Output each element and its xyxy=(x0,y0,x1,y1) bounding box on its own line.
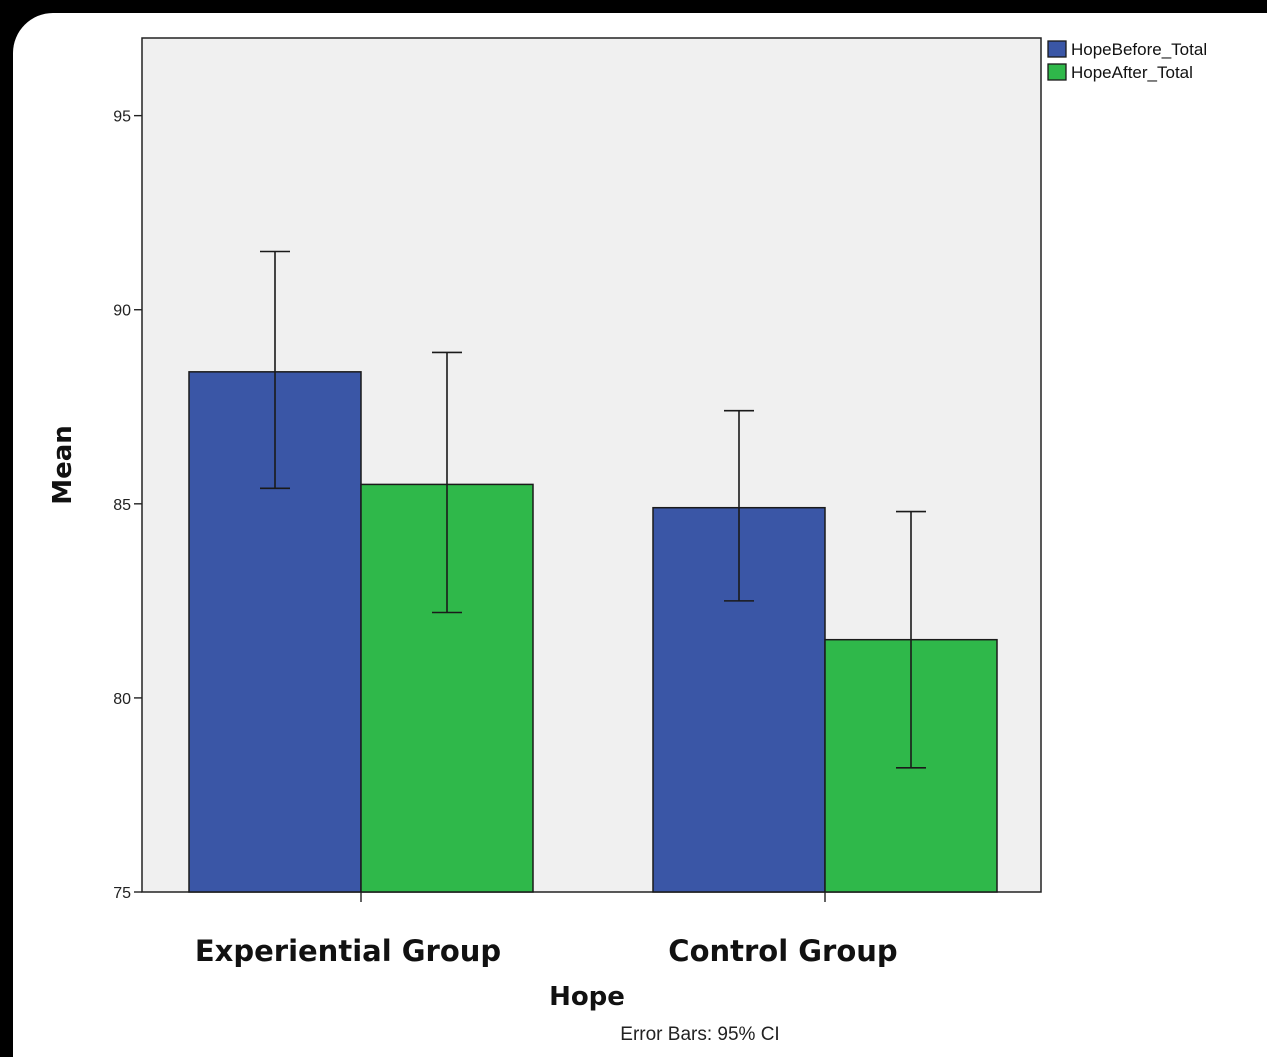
error-bars-layer xyxy=(260,250,926,769)
x-category-label-0: Experiential Group xyxy=(195,934,501,968)
y-tick-label-95: 95 xyxy=(113,109,131,126)
chart-frame: 75 80 85 90 95 Experiential Group Control Gro… xyxy=(13,13,1267,1057)
y-tick-label-85: 85 xyxy=(113,497,131,514)
y-tick-label-80: 80 xyxy=(113,691,131,708)
bar-chart: 75 80 85 90 95 Experiential Group Control Gro… xyxy=(48,37,1207,1045)
y-tick-label-90: 90 xyxy=(113,303,131,320)
legend-label-HopeAfter_Total: HopeAfter_Total xyxy=(1071,63,1193,82)
x-axis: Experiential Group Control Group xyxy=(195,892,898,968)
error-bars-footnote: Error Bars: 95% CI xyxy=(620,1024,779,1045)
legend-label-HopeBefore_Total: HopeBefore_Total xyxy=(1071,40,1207,59)
y-axis: 75 80 85 90 95 xyxy=(113,109,142,902)
y-tick-label-75: 75 xyxy=(113,885,131,902)
x-category-label-1: Control Group xyxy=(668,934,897,968)
y-axis-title: Mean xyxy=(48,425,78,505)
legend: HopeBefore_Total HopeAfter_Total xyxy=(1047,40,1207,82)
legend-swatch-HopeBefore_Total xyxy=(1047,40,1067,58)
legend-swatch-HopeAfter_Total xyxy=(1047,63,1067,81)
x-axis-title: Hope xyxy=(549,982,625,1012)
